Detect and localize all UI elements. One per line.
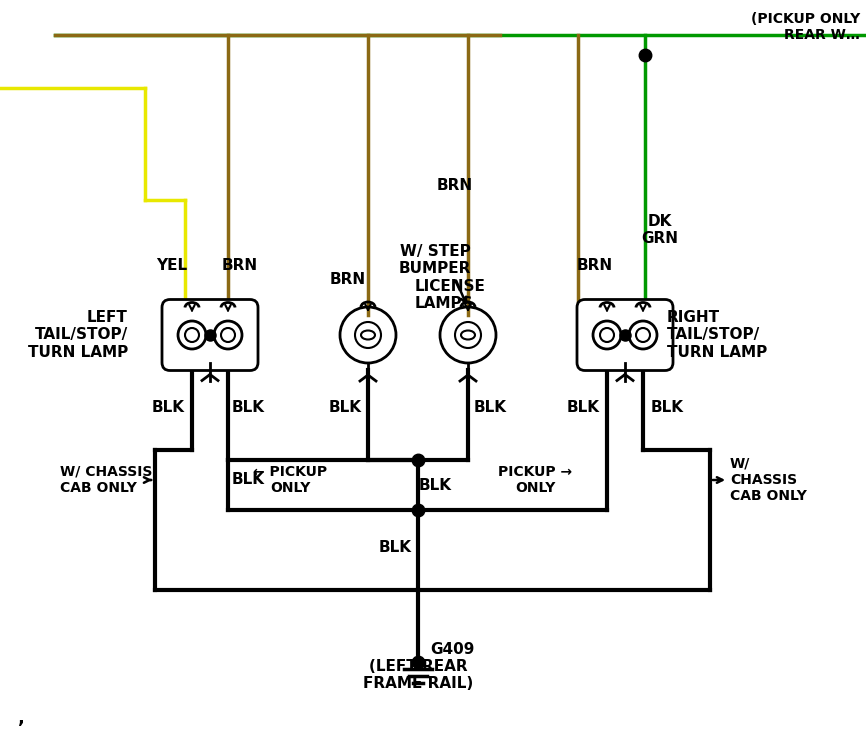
Text: YEL: YEL (157, 258, 188, 272)
Text: W/ STEP
BUMPER: W/ STEP BUMPER (399, 244, 471, 276)
Text: BLK: BLK (650, 401, 683, 415)
Text: ← PICKUP
ONLY: ← PICKUP ONLY (253, 465, 327, 495)
Text: BLK: BLK (418, 478, 451, 493)
Text: W/ CHASSIS
CAB ONLY: W/ CHASSIS CAB ONLY (60, 465, 152, 495)
Text: PICKUP →
ONLY: PICKUP → ONLY (498, 465, 572, 495)
Text: BLK: BLK (328, 401, 361, 415)
Text: BRN: BRN (330, 272, 366, 288)
Text: BLK: BLK (152, 401, 184, 415)
Text: BRN: BRN (577, 258, 613, 272)
Text: (LEFT REAR
FRAME RAIL): (LEFT REAR FRAME RAIL) (363, 659, 473, 691)
Text: (PICKUP ONLY: (PICKUP ONLY (751, 12, 860, 26)
Text: BLK: BLK (378, 540, 411, 556)
FancyBboxPatch shape (577, 299, 673, 371)
Text: RIGHT
TAIL/STOP/
TURN LAMP: RIGHT TAIL/STOP/ TURN LAMP (667, 310, 767, 360)
Text: DK
GRN: DK GRN (642, 214, 678, 246)
Text: W/
CHASSIS
CAB ONLY: W/ CHASSIS CAB ONLY (730, 457, 807, 504)
Text: BLK: BLK (474, 401, 507, 415)
Text: G409: G409 (430, 642, 475, 658)
Text: REAR W…: REAR W… (784, 28, 860, 42)
Text: BRN: BRN (222, 258, 258, 272)
Text: ,: , (18, 709, 25, 727)
Text: BLK: BLK (231, 401, 264, 415)
Text: BLK: BLK (566, 401, 599, 415)
Text: BRN: BRN (437, 178, 473, 192)
Text: LEFT
TAIL/STOP/
TURN LAMP: LEFT TAIL/STOP/ TURN LAMP (28, 310, 128, 360)
Text: BLK: BLK (231, 473, 264, 487)
Text: LICENSE
LAMPS: LICENSE LAMPS (415, 279, 486, 311)
FancyBboxPatch shape (162, 299, 258, 371)
